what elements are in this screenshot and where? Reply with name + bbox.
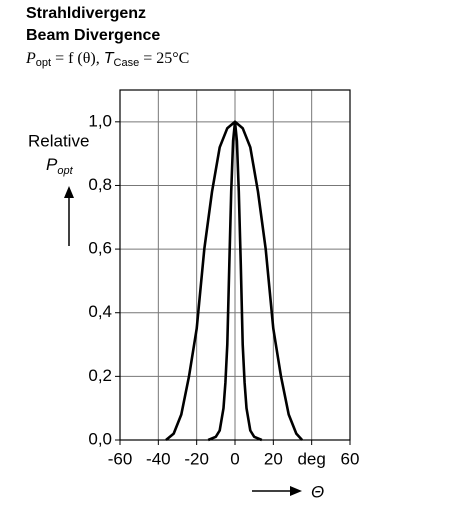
formula-t-sub: Case — [114, 57, 140, 69]
y-tick-label: 0,2 — [88, 366, 112, 385]
x-tick-label: 20 — [264, 449, 283, 468]
formula-p: P — [25, 50, 36, 67]
formula-p-sub: opt — [36, 57, 51, 69]
plot-frame — [119, 89, 351, 441]
y-axis-label: Relative — [28, 131, 89, 150]
formula: Popt = f (θ), TCase = 25°C — [25, 50, 189, 69]
formula-t: T — [104, 50, 115, 67]
y-axis-symbol-p: P — [46, 155, 58, 174]
curve — [165, 120, 304, 441]
x-tick-label: -20 — [184, 449, 209, 468]
x-tick-label: -40 — [146, 449, 171, 468]
chart-subtitle: Beam Divergence — [26, 27, 160, 44]
x-tick-label: 0 — [230, 449, 239, 468]
y-tick-label: 0,8 — [88, 175, 112, 194]
y-tick-label: 1,0 — [88, 111, 112, 130]
y-tick-label: 0,4 — [88, 302, 112, 321]
curve — [207, 120, 263, 442]
formula-end: = 25°C — [139, 50, 189, 67]
x-arrow-head — [290, 486, 302, 496]
x-tick-label: deg — [297, 449, 325, 468]
y-arrow-head — [64, 186, 74, 198]
y-axis-symbol: Popt — [46, 155, 74, 176]
y-tick-label: 0,0 — [88, 429, 112, 448]
y-axis-symbol-sub: opt — [57, 165, 73, 177]
formula-mid: = f (θ), — [51, 50, 104, 67]
x-tick-label: 60 — [341, 449, 360, 468]
x-axis-label: Θ — [311, 482, 324, 501]
x-tick-label: -60 — [108, 449, 133, 468]
y-tick-label: 0,6 — [88, 239, 112, 258]
chart-title: Strahldivergenz — [26, 5, 146, 22]
